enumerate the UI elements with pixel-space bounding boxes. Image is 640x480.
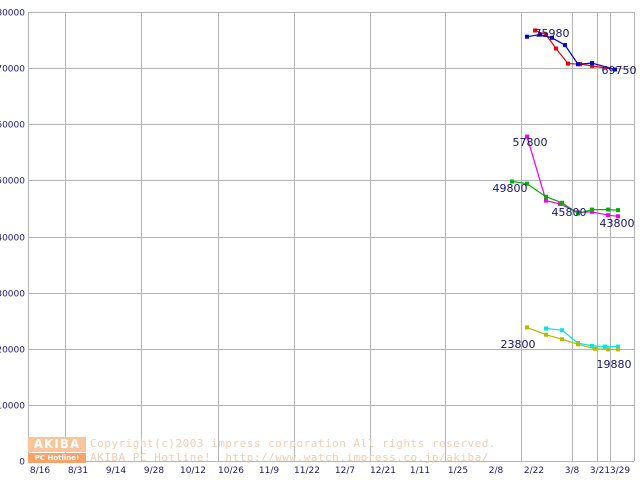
data-point-marker	[603, 344, 607, 349]
x-axis-tick-label: 9/28	[144, 466, 164, 476]
x-axis-tick-label: 1/25	[448, 466, 468, 476]
data-point-label: 69750	[602, 64, 637, 77]
data-point-label: 23800	[501, 338, 536, 351]
y-axis-tick-label: 70000	[0, 65, 25, 75]
data-point-marker	[606, 347, 610, 352]
data-point-marker	[606, 207, 610, 212]
data-point-marker	[533, 28, 537, 33]
data-point-marker	[616, 344, 620, 349]
data-point-marker	[525, 181, 529, 186]
data-point-marker	[613, 67, 617, 72]
data-point-label: 49800	[493, 182, 528, 195]
x-axis-tick-label: 12/21	[370, 466, 396, 476]
data-point-marker	[544, 32, 548, 37]
grid-lines: 0 10000 20000 30000 40000 50000 60000 70000 8000…	[0, 9, 635, 476]
data-point-marker	[576, 62, 580, 67]
data-point-marker	[544, 194, 548, 199]
x-axis-tick-label: 9/14	[106, 466, 126, 476]
series-series-blue	[525, 32, 617, 72]
data-point-marker	[560, 328, 564, 333]
data-point-marker	[590, 61, 594, 66]
series-line	[545, 327, 618, 348]
data-point-marker	[538, 32, 542, 37]
data-point-label: 57800	[513, 136, 548, 149]
data-point-label: 43800	[600, 217, 635, 230]
x-axis-tick-label: 11/9	[259, 466, 279, 476]
x-axis-tick-label: 3/21	[590, 466, 610, 476]
data-point-marker	[590, 343, 594, 348]
y-axis-tick-label: 0	[19, 458, 25, 468]
data-point-marker	[616, 347, 620, 352]
x-axis-tick-label: 10/12	[180, 466, 206, 476]
data-point-label: 19880	[597, 358, 632, 371]
y-axis-tick-label: 80000	[0, 9, 25, 19]
x-axis-tick-label: 10/26	[218, 466, 244, 476]
data-point-marker	[560, 200, 564, 205]
y-axis-tick-label: 60000	[0, 121, 25, 131]
data-point-label: 45800	[552, 206, 587, 219]
data-point-marker	[566, 61, 570, 66]
data-point-marker	[525, 134, 529, 139]
data-point-marker	[544, 198, 548, 203]
data-point-label: 75980	[535, 27, 570, 40]
data-point-marker	[510, 179, 514, 184]
x-axis-tick-label: 2/22	[524, 466, 544, 476]
x-axis-tick-label: 8/16	[30, 466, 50, 476]
data-point-marker	[590, 209, 594, 214]
data-point-marker	[616, 208, 620, 213]
series-series-olive	[525, 325, 620, 352]
x-axis-tick-label: 2/8	[489, 466, 504, 476]
data-point-marker	[590, 63, 594, 68]
x-axis-tick-label: 11/22	[294, 466, 320, 476]
data-point-marker	[550, 35, 554, 40]
data-point-marker	[544, 332, 548, 337]
x-axis-tick-label: 8/31	[68, 466, 88, 476]
series-series-green	[510, 179, 620, 216]
data-point-marker	[606, 213, 610, 218]
data-point-marker	[593, 346, 597, 351]
data-point-marker	[560, 337, 564, 342]
y-axis-tick-label: 20000	[0, 346, 25, 356]
data-point-marker	[576, 211, 580, 216]
y-axis-tick-label: 10000	[0, 402, 25, 412]
x-axis-tick-label: 3/29	[610, 466, 630, 476]
data-point-marker	[563, 43, 567, 48]
series-line	[511, 180, 619, 215]
data-point-marker	[544, 326, 548, 331]
x-axis-tick-label: 3/8	[565, 466, 580, 476]
y-axis-tick-label: 50000	[0, 177, 25, 187]
y-axis-tick-label: 40000	[0, 234, 25, 244]
y-axis-tick-label: 30000	[0, 290, 25, 300]
data-point-marker	[616, 214, 620, 219]
data-annotations: 75980 69750 57800 49800 45800 43800 23800 19880	[493, 27, 637, 371]
x-axis-tick-label: 12/7	[335, 466, 355, 476]
data-point-marker	[576, 342, 580, 347]
data-point-marker	[525, 34, 529, 39]
data-point-marker	[525, 325, 529, 330]
data-point-marker	[554, 46, 558, 51]
x-axis-tick-label: 1/11	[410, 466, 430, 476]
data-point-marker	[590, 207, 594, 212]
